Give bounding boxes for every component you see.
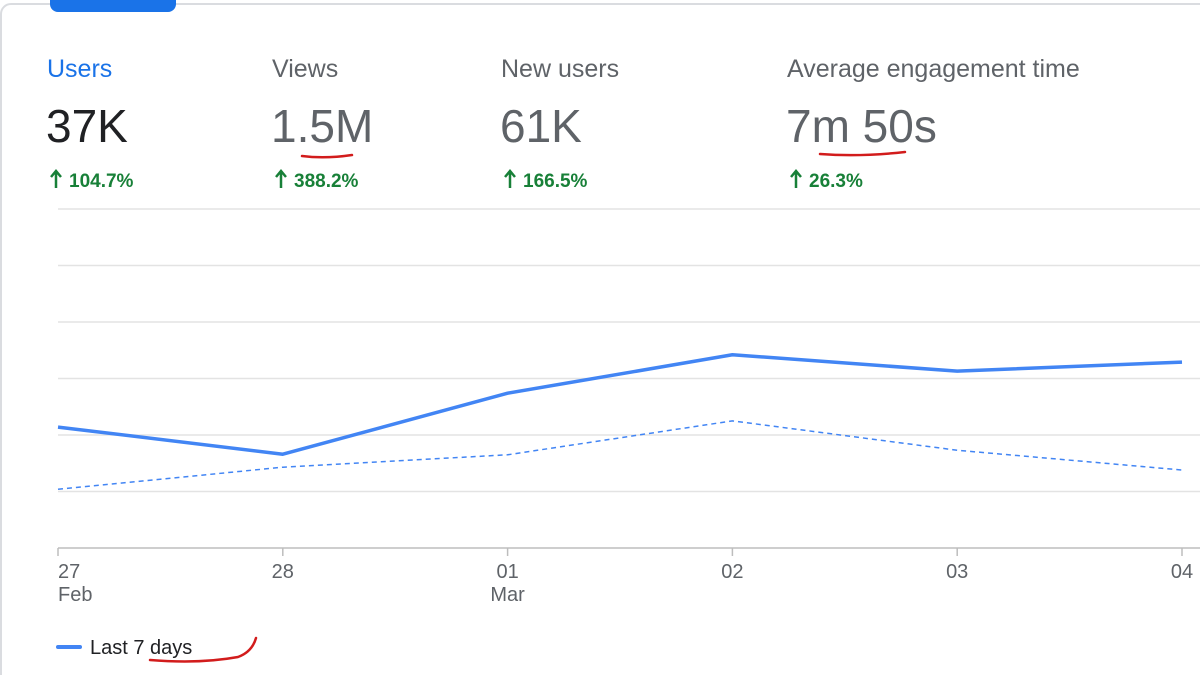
x-tick-label: 28 [272, 561, 294, 583]
up-arrow-icon [275, 169, 287, 188]
metric-change: 104.7% [69, 171, 134, 192]
metric-change: 388.2% [294, 171, 359, 192]
x-tick-label: 27 [58, 561, 80, 583]
metrics-row: Users 37K 104.7% Views 1.5M 388.2% New users 61… [46, 55, 1080, 192]
annotation-underline [818, 150, 907, 157]
active-tab-indicator [50, 0, 176, 12]
metric-value: 61K [500, 100, 582, 152]
up-arrow-icon [504, 169, 516, 188]
metric-change: 26.3% [809, 171, 863, 192]
up-arrow-icon [790, 169, 802, 188]
metric-label[interactable]: Views [272, 55, 338, 83]
card-border [0, 3, 1200, 675]
metric-value: 7m 50s [786, 100, 937, 152]
up-arrow-icon [50, 169, 62, 188]
annotation-underline [148, 636, 258, 663]
metric-label[interactable]: Users [47, 55, 112, 83]
metric-value: 37K [46, 100, 128, 152]
legend-label: Last 7 days [90, 637, 192, 659]
x-tick-label: 02 [721, 561, 743, 583]
metric-label[interactable]: Average engagement time [787, 55, 1080, 83]
metric-value: 1.5M [271, 100, 373, 152]
x-tick-sublabel: Feb [58, 584, 92, 606]
x-tick-sublabel: Mar [490, 584, 525, 606]
annotation-underline [300, 153, 354, 159]
metric-label[interactable]: New users [501, 55, 619, 83]
x-tick-label: 04 [1171, 561, 1193, 583]
x-tick-label: 03 [946, 561, 968, 583]
x-tick-label: 01 [496, 561, 518, 583]
series-line [57, 353, 1183, 456]
metric-change: 166.5% [523, 171, 588, 192]
